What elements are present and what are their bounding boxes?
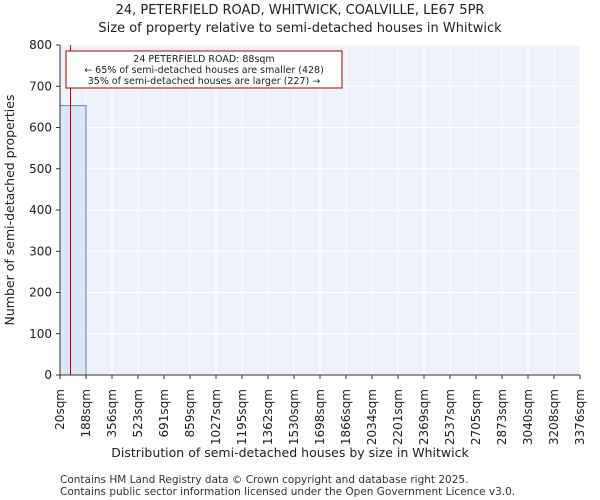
x-tick-label: 1027sqm bbox=[209, 389, 223, 445]
footer-line1: Contains HM Land Registry data © Crown c… bbox=[60, 474, 468, 486]
bars bbox=[59, 105, 87, 376]
chart-title-line1: 24, PETERFIELD ROAD, WHITWICK, COALVILLE… bbox=[116, 3, 485, 18]
x-tick-label: 523sqm bbox=[131, 389, 145, 437]
annotation-line2: ← 65% of semi-detached houses are smalle… bbox=[84, 65, 324, 76]
x-tick-label: 3376sqm bbox=[573, 389, 587, 445]
x-tick-label: 3040sqm bbox=[521, 389, 535, 445]
footer-line2: Contains public sector information licen… bbox=[60, 486, 515, 498]
y-tick-label: 700 bbox=[29, 79, 52, 93]
bar bbox=[59, 105, 87, 376]
x-axis-label: Distribution of semi-detached houses by … bbox=[111, 445, 469, 460]
x-tick-label: 859sqm bbox=[183, 389, 197, 437]
x-tick-label: 20sqm bbox=[53, 389, 67, 430]
y-ticks: 0 100 200 300 400 500 600 700 800 bbox=[29, 38, 60, 382]
y-tick-label: 300 bbox=[29, 244, 52, 258]
y-tick-label: 800 bbox=[29, 38, 52, 52]
x-tick-label: 2873sqm bbox=[495, 389, 509, 445]
y-tick-label: 0 bbox=[44, 368, 52, 382]
annotation-line1: 24 PETERFIELD ROAD: 88sqm bbox=[133, 54, 274, 65]
x-tick-label: 1362sqm bbox=[261, 389, 275, 445]
x-tick-label: 1530sqm bbox=[287, 389, 301, 445]
x-tick-label: 2034sqm bbox=[365, 389, 379, 445]
chart-title-line2: Size of property relative to semi-detach… bbox=[98, 21, 502, 36]
x-ticks: 20sqm 188sqm 356sqm 523sqm 691sqm 859sqm 1027s… bbox=[53, 375, 587, 445]
x-tick-label: 2369sqm bbox=[417, 389, 431, 445]
x-tick-label: 188sqm bbox=[79, 389, 93, 437]
x-tick-label: 2705sqm bbox=[469, 389, 483, 445]
x-tick-label: 1195sqm bbox=[235, 389, 249, 445]
annotation-box bbox=[65, 50, 343, 89]
annotation-line3: 35% of semi-detached houses are larger (… bbox=[88, 76, 321, 87]
x-tick-label: 1866sqm bbox=[339, 389, 353, 445]
y-tick-label: 600 bbox=[29, 121, 52, 135]
x-tick-label: 2201sqm bbox=[391, 389, 405, 445]
x-tick-label: 3208sqm bbox=[547, 389, 561, 445]
x-tick-label: 691sqm bbox=[157, 389, 171, 437]
y-tick-label: 500 bbox=[29, 162, 52, 176]
y-tick-label: 200 bbox=[29, 286, 52, 300]
x-tick-label: 1698sqm bbox=[313, 389, 327, 445]
y-tick-label: 100 bbox=[29, 327, 52, 341]
gridlines bbox=[59, 44, 581, 376]
y-axis-label: Number of semi-detached properties bbox=[2, 95, 17, 326]
x-tick-label: 2537sqm bbox=[443, 389, 457, 445]
x-tick-label: 356sqm bbox=[105, 389, 119, 437]
y-tick-label: 400 bbox=[29, 203, 52, 217]
